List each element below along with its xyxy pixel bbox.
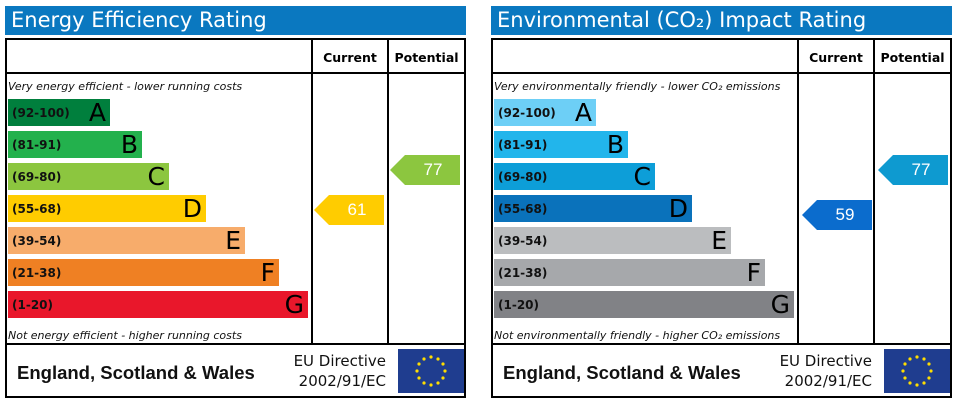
band-range: (1-20) (12, 298, 53, 312)
column-header-potential: Potential (394, 50, 459, 65)
band-letter: B (606, 130, 624, 159)
divider (491, 72, 952, 74)
panel-title: Environmental (CO₂) Impact Rating (491, 6, 952, 35)
band-letter: E (711, 226, 727, 255)
footer-region: England, Scotland & Wales (17, 362, 255, 383)
band-range: (92-100) (12, 106, 70, 120)
band-d: (55-68) D (494, 194, 692, 223)
arrow-shape-icon (314, 195, 384, 225)
band-letter: D (668, 194, 688, 223)
band-range: (69-80) (498, 170, 548, 184)
column-header-current: Current (323, 50, 377, 65)
band-range: (81-91) (12, 138, 62, 152)
band-range: (1-20) (498, 298, 539, 312)
arrow-shape-icon (878, 155, 948, 185)
band-e: (39-54) E (8, 226, 245, 255)
current-rating-arrow: 59 (802, 200, 872, 230)
arrow-shape-icon (390, 155, 460, 185)
divider (797, 38, 799, 345)
panel-title: Energy Efficiency Rating (5, 6, 466, 35)
band-range: (55-68) (12, 202, 62, 216)
band-letter: F (746, 258, 761, 287)
eu-flag-icon (398, 349, 464, 393)
footer-region: England, Scotland & Wales (503, 362, 741, 383)
band-a: (92-100) A (8, 98, 110, 127)
current-rating-arrow: 61 (314, 195, 384, 225)
divider (387, 38, 389, 345)
directive-line2: 2002/91/EC (784, 372, 872, 390)
environmental-impact-panel: Environmental (CO₂) Impact Rating Curren… (491, 0, 952, 404)
band-b: (81-91) B (494, 130, 628, 159)
band-range: (39-54) (498, 234, 548, 248)
eu-directive: EU Directive 2002/91/EC (780, 351, 872, 391)
band-letter: A (574, 98, 592, 127)
bottom-note: Not environmentally friendly - higher CO… (494, 329, 781, 342)
band-letter: G (770, 290, 790, 319)
band-letter: D (182, 194, 202, 223)
arrow-shape-icon (802, 200, 872, 230)
directive-line1: EU Directive (293, 352, 386, 370)
top-note: Very energy efficient - lower running co… (8, 80, 243, 93)
band-g: (1-20) G (8, 290, 308, 319)
directive-line2: 2002/91/EC (298, 372, 386, 390)
band-c: (69-80) C (8, 162, 169, 191)
band-letter: F (260, 258, 275, 287)
rating-table (491, 38, 952, 398)
band-range: (69-80) (12, 170, 62, 184)
divider (5, 343, 466, 345)
divider (311, 38, 313, 345)
potential-rating-value: 77 (911, 160, 931, 179)
current-rating-value: 59 (835, 205, 855, 224)
energy-efficiency-panel: Energy Efficiency Rating Current Potenti… (5, 0, 466, 404)
band-d: (55-68) D (8, 194, 206, 223)
directive-line1: EU Directive (779, 352, 872, 370)
band-range: (39-54) (12, 234, 62, 248)
divider (873, 38, 875, 345)
potential-rating-value: 77 (423, 160, 443, 179)
eu-flag-icon (884, 349, 950, 393)
band-letter: B (120, 130, 138, 159)
band-b: (81-91) B (8, 130, 142, 159)
current-rating-value: 61 (347, 200, 367, 219)
band-e: (39-54) E (494, 226, 731, 255)
band-letter: E (225, 226, 241, 255)
band-range: (81-91) (498, 138, 548, 152)
potential-rating-arrow: 77 (878, 155, 948, 185)
potential-rating-arrow: 77 (390, 155, 460, 185)
column-header-current: Current (809, 50, 863, 65)
band-letter: G (284, 290, 304, 319)
band-a: (92-100) A (494, 98, 596, 127)
band-f: (21-38) F (494, 258, 765, 287)
column-header-potential: Potential (880, 50, 945, 65)
band-c: (69-80) C (494, 162, 655, 191)
rating-table (5, 38, 466, 398)
top-note: Very environmentally friendly - lower CO… (494, 80, 781, 93)
divider (491, 343, 952, 345)
band-f: (21-38) F (8, 258, 279, 287)
bottom-note: Not energy efficient - higher running co… (8, 329, 242, 342)
band-range: (92-100) (498, 106, 556, 120)
band-range: (21-38) (12, 266, 62, 280)
band-range: (21-38) (498, 266, 548, 280)
band-letter: C (633, 162, 651, 191)
eu-directive: EU Directive 2002/91/EC (294, 351, 386, 391)
band-g: (1-20) G (494, 290, 794, 319)
band-letter: C (147, 162, 165, 191)
band-letter: A (88, 98, 106, 127)
band-range: (55-68) (498, 202, 548, 216)
divider (5, 72, 466, 74)
